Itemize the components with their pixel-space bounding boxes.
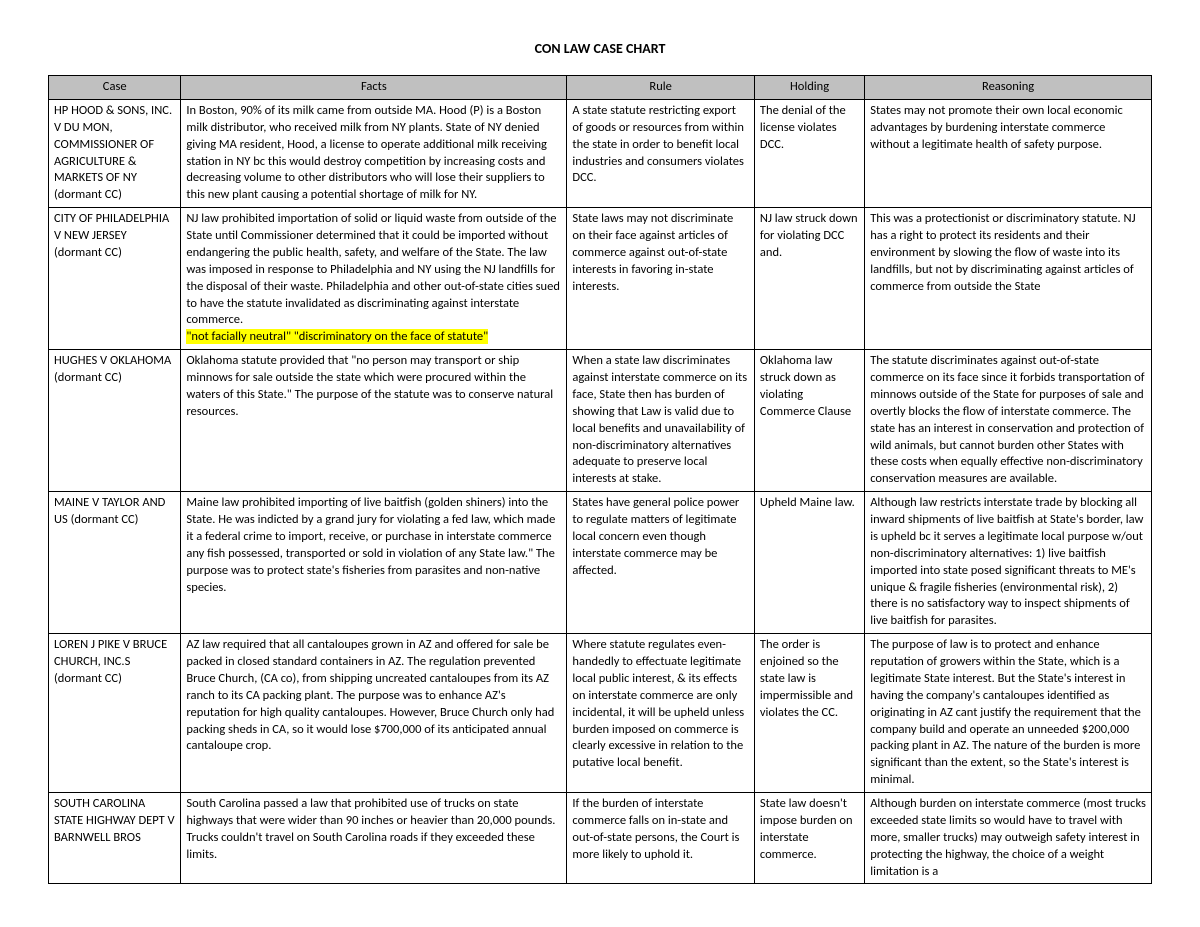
cell-case: HP HOOD & SONS, INC. V DU MON, COMMISSIO… (49, 99, 181, 207)
case-chart-table: Case Facts Rule Holding Reasoning HP HOO… (48, 75, 1152, 884)
cell-reasoning: The statute discriminates against out-of… (865, 350, 1152, 492)
table-header-row: Case Facts Rule Holding Reasoning (49, 76, 1152, 100)
cell-rule: When a state law discriminates against i… (567, 350, 755, 492)
cell-holding: State law doesn't impose burden on inter… (754, 793, 864, 884)
table-body: HP HOOD & SONS, INC. V DU MON, COMMISSIO… (49, 99, 1152, 884)
table-row: LOREN J PIKE V BRUCE CHURCH, INC.S (dorm… (49, 634, 1152, 793)
highlighted-text: "not facially neutral" "discriminatory o… (186, 329, 488, 344)
cell-rule: State laws may not discriminate on their… (567, 208, 755, 350)
cell-facts: NJ law prohibited importation of solid o… (181, 208, 567, 350)
cell-reasoning: Although burden on interstate commerce (… (865, 793, 1152, 884)
cell-rule: States have general police power to regu… (567, 492, 755, 634)
table-row: MAINE V TAYLOR AND US (dormant CC)Maine … (49, 492, 1152, 634)
col-header-case: Case (49, 76, 181, 100)
cell-case: HUGHES V OKLAHOMA (dormant CC) (49, 350, 181, 492)
cell-facts: Maine law prohibited importing of live b… (181, 492, 567, 634)
cell-holding: NJ law struck down for violating DCC and… (754, 208, 864, 350)
cell-holding: The denial of the license violates DCC. (754, 99, 864, 207)
col-header-rule: Rule (567, 76, 755, 100)
cell-reasoning: Although law restricts interstate trade … (865, 492, 1152, 634)
cell-rule: Where statute regulates even-handedly to… (567, 634, 755, 793)
page-title: CON LAW CASE CHART (48, 40, 1152, 57)
col-header-reasoning: Reasoning (865, 76, 1152, 100)
table-row: HP HOOD & SONS, INC. V DU MON, COMMISSIO… (49, 99, 1152, 207)
cell-holding: Oklahoma law struck down as violating Co… (754, 350, 864, 492)
cell-rule: If the burden of interstate commerce fal… (567, 793, 755, 884)
cell-rule: A state statute restricting export of go… (567, 99, 755, 207)
col-header-facts: Facts (181, 76, 567, 100)
cell-holding: Upheld Maine law. (754, 492, 864, 634)
cell-case: LOREN J PIKE V BRUCE CHURCH, INC.S (dorm… (49, 634, 181, 793)
cell-facts: In Boston, 90% of its milk came from out… (181, 99, 567, 207)
cell-holding: The order is enjoined so the state law i… (754, 634, 864, 793)
table-row: CITY OF PHILADELPHIA V NEW JERSEY (dorma… (49, 208, 1152, 350)
cell-facts: South Carolina passed a law that prohibi… (181, 793, 567, 884)
cell-case: SOUTH CAROLINA STATE HIGHWAY DEPT V BARN… (49, 793, 181, 884)
cell-case: MAINE V TAYLOR AND US (dormant CC) (49, 492, 181, 634)
cell-facts: Oklahoma statute provided that "no perso… (181, 350, 567, 492)
cell-reasoning: This was a protectionist or discriminato… (865, 208, 1152, 350)
cell-case: CITY OF PHILADELPHIA V NEW JERSEY (dorma… (49, 208, 181, 350)
table-row: SOUTH CAROLINA STATE HIGHWAY DEPT V BARN… (49, 793, 1152, 884)
cell-facts: AZ law required that all cantaloupes gro… (181, 634, 567, 793)
cell-reasoning: States may not promote their own local e… (865, 99, 1152, 207)
table-row: HUGHES V OKLAHOMA (dormant CC)Oklahoma s… (49, 350, 1152, 492)
col-header-holding: Holding (754, 76, 864, 100)
cell-reasoning: The purpose of law is to protect and enh… (865, 634, 1152, 793)
